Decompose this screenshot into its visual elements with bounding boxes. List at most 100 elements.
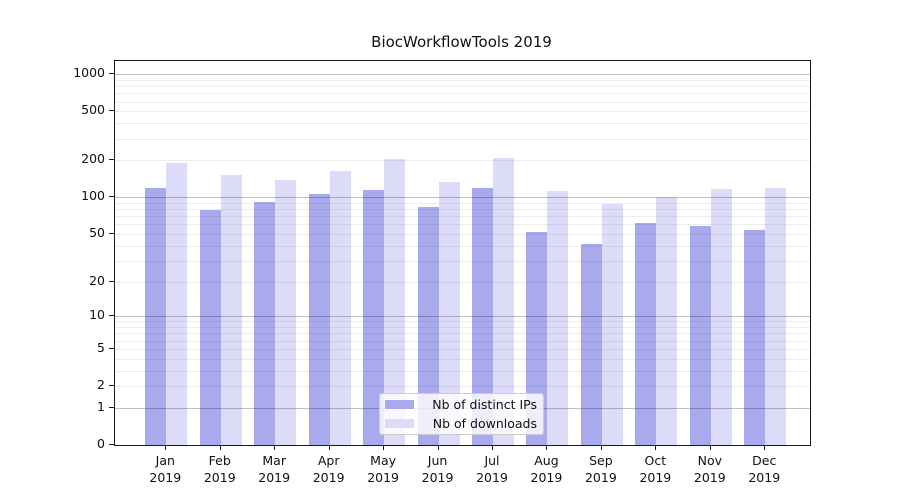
- bar-distinct-ips-jun: [417, 207, 439, 445]
- gridline-2: [115, 386, 810, 388]
- x-tick-feb: [219, 445, 221, 450]
- gridline-400: [115, 123, 810, 125]
- bar-downloads-jun: [438, 182, 460, 445]
- y-tick-label-100: 100: [81, 188, 105, 204]
- x-tick-label-feb: Feb 2019: [203, 453, 236, 485]
- bar-downloads-apr: [329, 170, 351, 445]
- y-tick-1000: [109, 73, 114, 75]
- gridline-100: [115, 197, 810, 199]
- x-tick-label-may: May 2019: [367, 453, 399, 485]
- chart-title: BiocWorkflowTools 2019: [371, 33, 552, 51]
- bar-distinct-ips-nov: [689, 226, 711, 445]
- x-tick-aug: [546, 445, 548, 450]
- x-tick-label-jan: Jan 2019: [149, 453, 182, 485]
- y-tick-20: [109, 280, 114, 282]
- gridline-10: [115, 316, 810, 318]
- bar-downloads-aug: [547, 191, 569, 445]
- gridline-600: [115, 101, 810, 103]
- x-tick-jul: [492, 445, 493, 450]
- y-tick-label-1000: 1000: [73, 65, 105, 81]
- gridline-700: [115, 93, 810, 95]
- y-tick-200: [109, 159, 114, 161]
- y-tick-5: [109, 347, 114, 349]
- bar-distinct-ips-mar: [254, 201, 276, 445]
- x-tick-may: [383, 445, 385, 450]
- x-tick-jan: [165, 445, 167, 450]
- y-tick-500: [109, 110, 114, 112]
- legend-item-distinct-ips: Nb of distinct IPs: [385, 397, 537, 413]
- x-tick-label-jul: Jul 2019: [476, 453, 508, 485]
- gridline-70: [115, 216, 810, 218]
- bar-distinct-ips-may: [363, 189, 385, 445]
- bar-distinct-ips-jul: [472, 188, 493, 445]
- y-tick-1: [109, 406, 114, 408]
- y-tick-0: [109, 444, 114, 445]
- bar-distinct-ips-dec: [744, 229, 766, 445]
- y-tick-50: [109, 232, 114, 234]
- legend-item-downloads: Nb of downloads: [385, 416, 537, 432]
- y-tick-2: [109, 385, 114, 387]
- gridline-40: [115, 245, 810, 247]
- plot-area: [114, 60, 811, 446]
- y-tick-label-1: 1: [97, 398, 105, 414]
- y-tick-label-10: 10: [89, 307, 105, 323]
- legend-label-distinct-ips: Nb of distinct IPs: [432, 397, 537, 413]
- bar-downloads-nov: [710, 188, 732, 445]
- gridline-1000: [115, 74, 810, 76]
- bar-downloads-oct: [656, 197, 678, 445]
- gridline-500: [115, 111, 810, 113]
- bar-downloads-sep: [601, 204, 623, 445]
- x-tick-sep: [600, 445, 602, 450]
- x-tick-label-sep: Sep 2019: [584, 453, 617, 485]
- y-tick-label-0: 0: [97, 436, 105, 451]
- gridline-4: [115, 358, 810, 360]
- x-tick-label-oct: Oct 2019: [639, 453, 672, 485]
- x-tick-apr: [328, 445, 330, 450]
- gridline-50: [115, 233, 810, 235]
- legend: Nb of distinct IPs Nb of downloads: [379, 393, 544, 435]
- gridline-300: [115, 138, 810, 140]
- y-tick-label-2: 2: [97, 377, 105, 393]
- x-tick-nov: [709, 445, 711, 450]
- y-tick-label-20: 20: [89, 272, 105, 288]
- y-tick-100: [109, 196, 114, 198]
- y-tick-label-500: 500: [81, 102, 105, 118]
- gridline-5: [115, 348, 810, 350]
- legend-label-downloads: Nb of downloads: [432, 415, 537, 431]
- bar-downloads-feb: [220, 174, 242, 445]
- x-tick-jun: [437, 445, 439, 450]
- bar-distinct-ips-sep: [580, 244, 602, 445]
- x-tick-label-mar: Mar 2019: [258, 453, 291, 485]
- bar-downloads-jul: [493, 158, 514, 445]
- gridline-6: [115, 340, 810, 342]
- legend-swatch-downloads: [385, 418, 414, 428]
- bar-distinct-ips-feb: [199, 210, 221, 445]
- y-tick-label-200: 200: [81, 151, 105, 167]
- x-tick-label-nov: Nov 2019: [693, 453, 726, 485]
- gridline-7: [115, 333, 810, 335]
- gridline-20: [115, 281, 810, 283]
- x-tick-oct: [655, 445, 657, 450]
- gridline-60: [115, 224, 810, 226]
- y-tick-label-5: 5: [97, 339, 105, 355]
- gridline-200: [115, 160, 810, 162]
- gridline-90: [115, 202, 810, 204]
- x-tick-label-apr: Apr 2019: [312, 453, 345, 485]
- gridline-8: [115, 327, 810, 329]
- bar-downloads-dec: [765, 187, 787, 445]
- bar-distinct-ips-oct: [635, 222, 657, 445]
- x-tick-label-jun: Jun 2019: [421, 453, 454, 485]
- gridline-30: [115, 260, 810, 262]
- x-tick-label-dec: Dec 2019: [748, 453, 781, 485]
- bar-distinct-ips-apr: [308, 194, 330, 445]
- bar-distinct-ips-jan: [145, 187, 167, 445]
- bar-downloads-jan: [166, 162, 188, 445]
- x-tick-dec: [764, 445, 766, 450]
- bar-downloads-mar: [275, 180, 297, 445]
- y-tick-label-50: 50: [89, 224, 105, 240]
- x-tick-label-aug: Aug 2019: [530, 453, 563, 485]
- bar-downloads-may: [384, 158, 406, 445]
- y-tick-10: [109, 315, 114, 317]
- legend-swatch-distinct-ips: [385, 400, 414, 410]
- gridline-900: [115, 79, 810, 81]
